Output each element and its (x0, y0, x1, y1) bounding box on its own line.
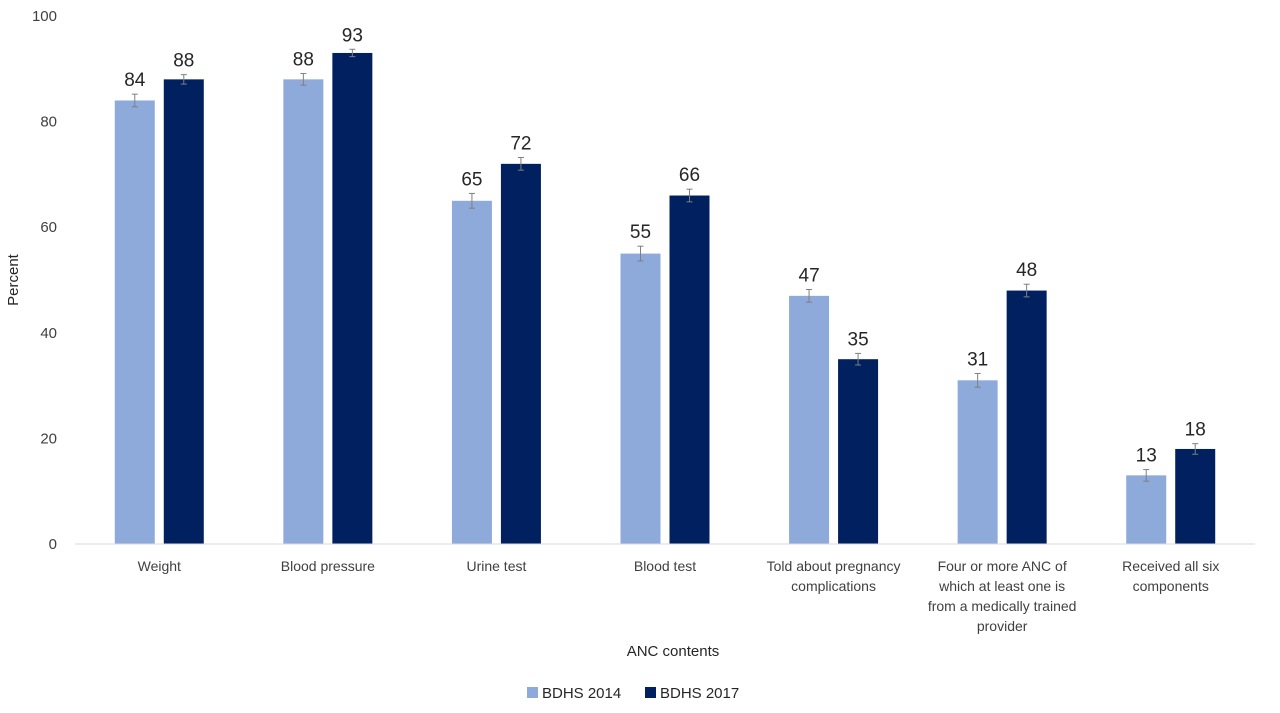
legend-label: BDHS 2017 (660, 685, 739, 702)
bar (1126, 475, 1167, 544)
bar (114, 100, 155, 544)
x-category-label: Blood pressure (281, 558, 375, 574)
data-label: 88 (173, 51, 194, 72)
legend-swatch (645, 687, 656, 698)
y-tick-label: 60 (40, 219, 57, 236)
bars: 84 88 88 93 65 72 55 66 47 35 31 48 13 18 (114, 25, 1216, 545)
bar (789, 295, 830, 544)
data-label: 48 (1016, 260, 1037, 281)
data-label: 55 (630, 222, 651, 243)
y-tick-label: 80 (40, 114, 57, 131)
bar (957, 380, 998, 544)
data-label: 31 (967, 349, 988, 370)
legend-label: BDHS 2014 (542, 685, 621, 702)
x-axis-category-labels: Weight Blood pressure Urine test Blood test… (138, 558, 1220, 634)
bar (332, 52, 373, 545)
bar (838, 359, 879, 544)
bar (451, 200, 492, 545)
data-label: 35 (848, 329, 869, 350)
data-label: 47 (799, 266, 820, 287)
y-tick-label: 20 (40, 430, 57, 447)
bar (1006, 290, 1047, 544)
data-label: 66 (679, 165, 700, 186)
data-label: 88 (293, 50, 314, 71)
data-label: 13 (1136, 446, 1157, 467)
x-category-label: Received all six components (1122, 558, 1219, 594)
bar (669, 195, 710, 544)
y-tick-label: 40 (40, 325, 57, 342)
y-tick-label: 0 (49, 536, 57, 553)
x-category-label: Urine test (466, 558, 526, 574)
y-axis-title: Percent (5, 253, 22, 306)
bar (283, 79, 324, 545)
data-label: 84 (124, 70, 146, 91)
legend-swatch (527, 687, 538, 698)
bar (620, 253, 661, 544)
x-category-label: Weight (138, 558, 181, 574)
y-tick-label: 100 (32, 8, 57, 25)
data-label: 18 (1185, 420, 1206, 441)
bar (1175, 448, 1216, 544)
bar (163, 79, 204, 545)
x-axis-title: ANC contents (627, 643, 720, 660)
y-axis-ticks: 0 20 40 60 80 100 (32, 8, 57, 553)
x-category-label: Four or more ANC of which at least one is… (928, 558, 1077, 634)
x-category-label: Blood test (634, 558, 696, 574)
legend: BDHS 2014 BDHS 2017 (527, 685, 739, 702)
data-label: 65 (461, 169, 482, 190)
data-label: 93 (342, 25, 363, 46)
x-category-label: Told about pregnancy complications (767, 558, 901, 594)
bar (500, 163, 541, 544)
data-label: 72 (510, 134, 531, 155)
